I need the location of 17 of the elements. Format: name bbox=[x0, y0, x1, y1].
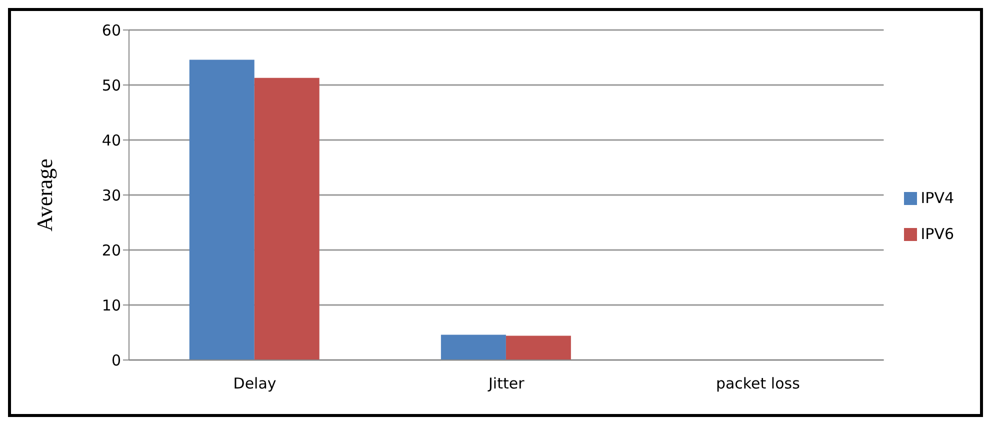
y-tick-label: 30 bbox=[102, 186, 121, 204]
y-axis-title: Average bbox=[32, 158, 57, 232]
bar bbox=[440, 334, 506, 360]
bar bbox=[506, 336, 571, 360]
x-tick-label: Delay bbox=[233, 374, 276, 393]
y-tick-label: 40 bbox=[102, 131, 121, 150]
y-tick-label: 20 bbox=[102, 241, 121, 260]
x-tick-label: Jitter bbox=[487, 374, 526, 393]
y-tick-label: 60 bbox=[102, 21, 121, 40]
bar bbox=[189, 60, 254, 360]
legend-label: IPV6 bbox=[920, 225, 954, 243]
y-tick-label: 50 bbox=[102, 76, 121, 94]
y-tick-label: 10 bbox=[102, 296, 121, 314]
x-tick-label: packet loss bbox=[716, 374, 800, 393]
y-tick-label: 0 bbox=[111, 351, 121, 370]
legend-label: IPV4 bbox=[920, 189, 954, 207]
bar bbox=[254, 78, 320, 360]
